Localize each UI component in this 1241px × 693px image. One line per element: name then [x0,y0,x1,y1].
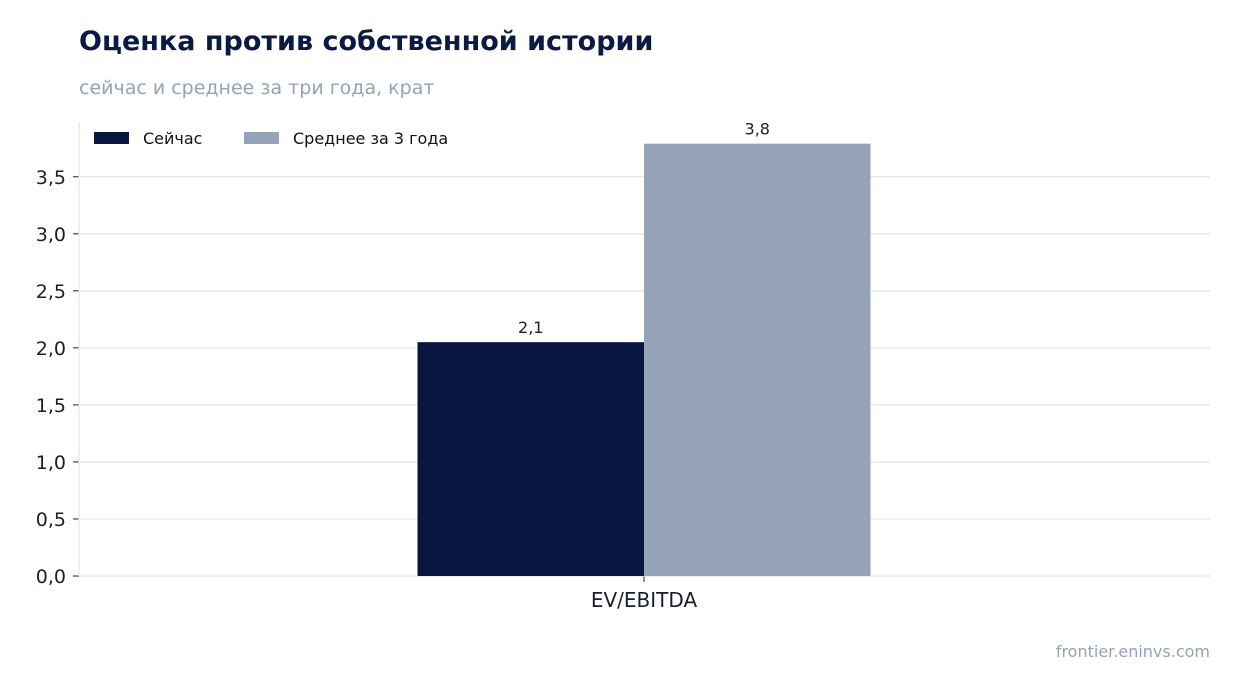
legend-swatch [244,132,279,144]
y-tick-label: 0,5 [36,509,66,531]
bars [417,143,871,576]
legend-label: Сейчас [143,129,202,148]
y-tick-label: 3,5 [36,167,66,189]
y-tick-label: 2,0 [36,338,66,360]
y-tick-label: 1,5 [36,395,66,417]
bar [644,143,871,576]
source-credit: frontier.eninvs.com [1055,642,1210,661]
y-tick-label: 3,0 [36,224,66,246]
y-tick-label: 2,5 [36,281,66,303]
data-label: 2,1 [518,318,543,337]
bar [417,342,644,576]
y-tick-label: 0,0 [36,566,66,588]
legend: Сейчас Среднее за 3 года [94,129,448,148]
x-tick-label: EV/EBITDA [591,588,698,612]
y-tick-label: 1,0 [36,452,66,474]
axes: 0,0 0,5 1,0 1,5 2,0 2,5 3,0 3,5 EV/EBITDA [36,122,1210,612]
legend-label: Среднее за 3 года [293,129,448,148]
data-label: 3,8 [745,120,770,139]
legend-swatch [94,132,129,144]
chart-subtitle: сейчас и среднее за три года, крат [79,77,435,99]
chart-title: Оценка против собственной истории [79,26,654,57]
data-labels: 2,1 3,8 [518,120,770,337]
